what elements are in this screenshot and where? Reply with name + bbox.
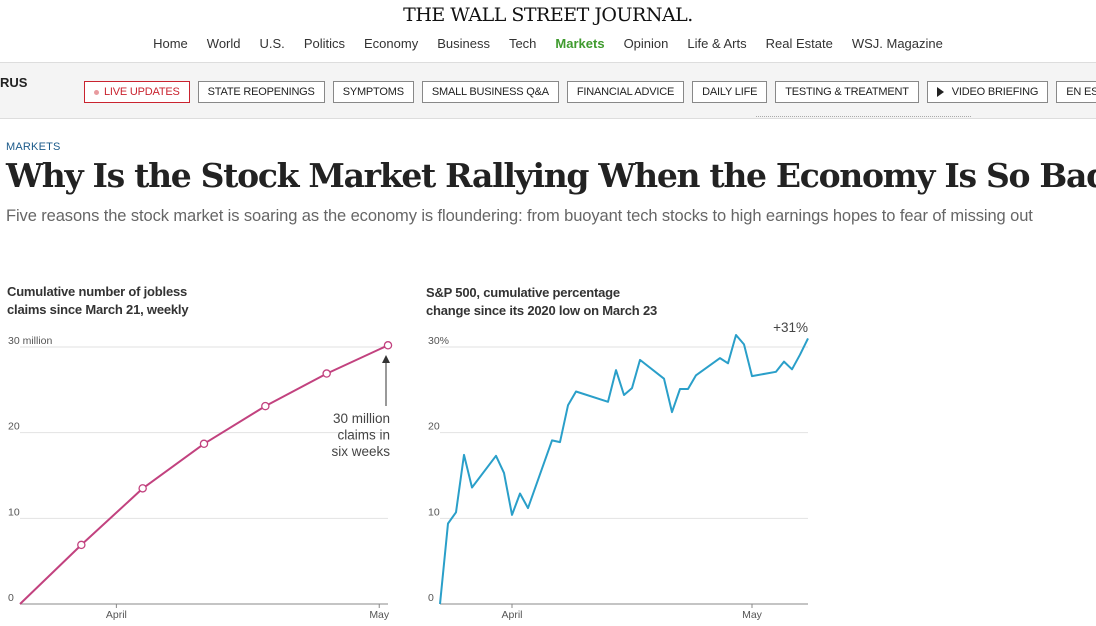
y-tick-label: 10	[8, 506, 20, 518]
pill-small-business-qa[interactable]: SMALL BUSINESS Q&A	[421, 81, 559, 103]
title-line: Cumulative number of jobless	[7, 284, 188, 299]
pill-label: TESTING & TREATMENT	[785, 86, 909, 98]
nav-home[interactable]: Home	[153, 36, 188, 51]
title-line: claims since March 21, weekly	[7, 302, 189, 317]
pill-label: VIDEO BRIEFING	[951, 86, 1039, 98]
title-line: S&P 500, cumulative percentage	[426, 285, 620, 300]
series-line	[439, 334, 809, 605]
sp500-chart-title: S&P 500, cumulative percentage change si…	[426, 284, 657, 320]
pill-label: FINANCIAL ADVICE	[576, 86, 675, 98]
annotation-text: 30 million	[333, 411, 390, 426]
y-tick-label: 20	[8, 421, 20, 433]
pill-label: SYMPTOMS	[342, 86, 404, 98]
nav-wsj-magazine[interactable]: WSJ. Magazine	[851, 36, 943, 51]
nav-life-arts[interactable]: Life & Arts	[687, 36, 747, 51]
nav-opinion[interactable]: Opinion	[623, 36, 669, 51]
pill-label: LIVE UPDATES	[104, 86, 180, 98]
nav-business[interactable]: Business	[437, 36, 490, 51]
pill-daily-life[interactable]: DAILY LIFE	[692, 81, 768, 103]
y-tick-label: 0	[428, 592, 434, 604]
data-point	[383, 341, 393, 350]
nav-tech[interactable]: Tech	[508, 36, 537, 51]
pill-label: SMALL BUSINESS Q&A	[431, 86, 549, 98]
pill-label: DAILY LIFE	[702, 86, 758, 98]
sponsor-line	[756, 116, 971, 118]
data-point	[261, 401, 270, 411]
y-tick-label: 30%	[428, 335, 449, 347]
data-point	[199, 439, 209, 449]
y-tick-label: 0	[8, 592, 14, 604]
live-dot-icon	[94, 89, 99, 95]
wsj-masthead[interactable]: THE WALL STREET JOURNAL.	[403, 4, 693, 26]
nav-us[interactable]: U.S.	[259, 36, 285, 51]
claims-chart-title: Cumulative number of jobless claims sinc…	[7, 283, 189, 319]
arrowhead-icon	[382, 355, 390, 363]
y-tick-label: 10	[428, 506, 440, 518]
data-point	[138, 484, 147, 493]
pill-label: STATE REOPENINGS	[207, 86, 315, 98]
pill-en-espanol[interactable]: EN ESPAÑOL	[1056, 81, 1096, 103]
x-tick-label: April	[501, 609, 522, 621]
coronavirus-subnav: RUS LIVE UPDATES STATE REOPENINGS SYMPTO…	[0, 62, 1096, 119]
pill-video-briefing[interactable]: VIDEO BRIEFING	[926, 81, 1049, 103]
x-tick-label: May	[369, 609, 390, 621]
annotation-text: claims in	[337, 428, 390, 443]
nav-markets[interactable]: Markets	[555, 36, 605, 51]
y-tick-label: 30 million	[8, 335, 53, 347]
data-point	[322, 369, 331, 378]
data-point	[77, 540, 86, 550]
pill-financial-advice[interactable]: FINANCIAL ADVICE	[566, 81, 685, 103]
play-icon	[936, 87, 944, 97]
nav-economy[interactable]: Economy	[364, 36, 419, 51]
pill-state-reopenings[interactable]: STATE REOPENINGS	[197, 81, 325, 103]
nav-politics[interactable]: Politics	[303, 36, 345, 51]
y-tick-label: 20	[428, 421, 440, 433]
x-tick-label: April	[106, 609, 127, 621]
article-headline: Why Is the Stock Market Rallying When th…	[6, 156, 1096, 195]
series-line	[19, 344, 389, 605]
section-label[interactable]: RUS	[0, 75, 28, 90]
nav-real-estate[interactable]: Real Estate	[765, 36, 833, 51]
topic-pills: LIVE UPDATES STATE REOPENINGS SYMPTOMS S…	[84, 81, 1096, 103]
end-value-label: +31%	[773, 320, 808, 335]
x-tick-label: May	[742, 609, 763, 621]
article-dek: Five reasons the stock market is soaring…	[6, 207, 1033, 225]
main-nav: Home World U.S. Politics Economy Busines…	[0, 36, 1096, 51]
annotation-text: six weeks	[331, 444, 390, 459]
pill-label: EN ESPAÑOL	[1066, 86, 1096, 98]
title-line: change since its 2020 low on March 23	[426, 303, 658, 318]
pill-testing-treatment[interactable]: TESTING & TREATMENT	[775, 81, 919, 103]
pill-live-updates[interactable]: LIVE UPDATES	[84, 81, 190, 103]
pill-symptoms[interactable]: SYMPTOMS	[332, 81, 414, 103]
nav-world[interactable]: World	[206, 36, 241, 51]
article-kicker[interactable]: MARKETS	[6, 141, 61, 153]
